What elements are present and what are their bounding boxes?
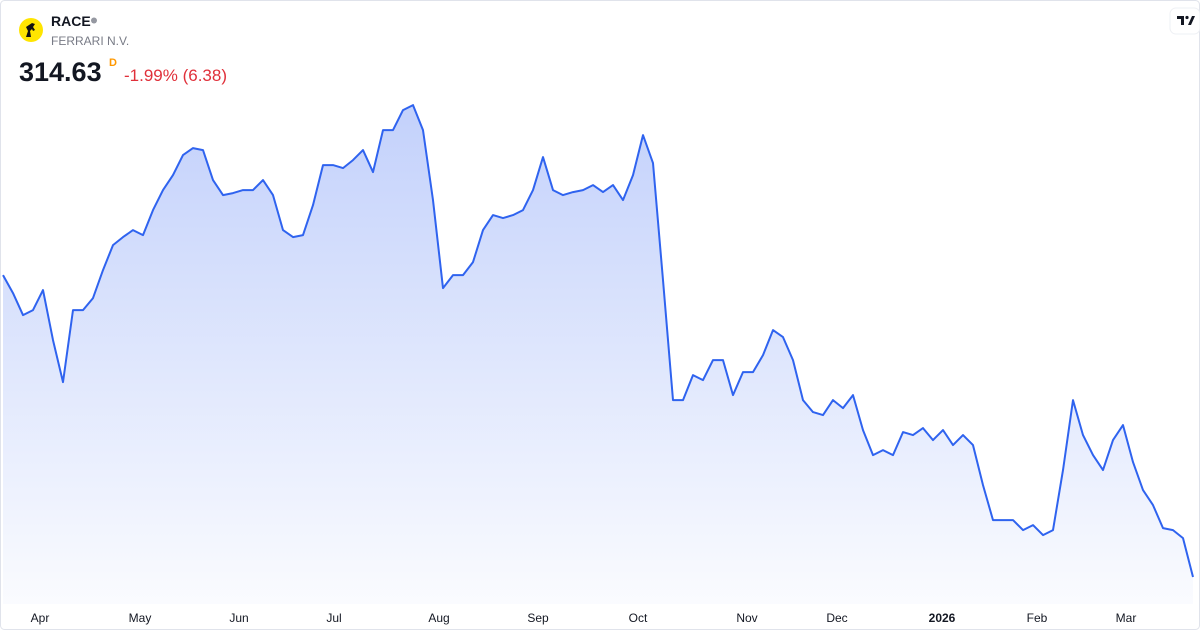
x-tick-label: Feb [1027,611,1048,625]
x-tick-label: Nov [736,611,757,625]
x-tick-label: Jul [326,611,341,625]
brand-logo [1177,16,1195,25]
x-tick-label: Dec [826,611,847,625]
x-tick-label: Aug [428,611,449,625]
plot-area [2,104,1194,604]
price: 314.63 [19,57,102,87]
symbol: RACE [51,13,91,29]
change: -1.99% (6.38) [124,66,227,85]
x-tick-label: Oct [629,611,648,625]
x-tick-label: Apr [31,611,50,625]
brand-badge [1169,7,1200,35]
x-tick-label: 2026 [929,611,956,625]
logo-horse [26,23,35,37]
price-line [2,104,1194,578]
status-dot [91,17,97,24]
x-tick-label: Sep [527,611,549,625]
x-tick-label: Jun [229,611,248,625]
x-tick-label: Mar [1116,611,1137,625]
interval: D [109,57,117,69]
company-name: FERRARI N.V. [51,34,129,48]
brand-logo-dot [1185,15,1189,20]
area-fill [3,105,1193,604]
x-tick-label: May [129,611,152,625]
